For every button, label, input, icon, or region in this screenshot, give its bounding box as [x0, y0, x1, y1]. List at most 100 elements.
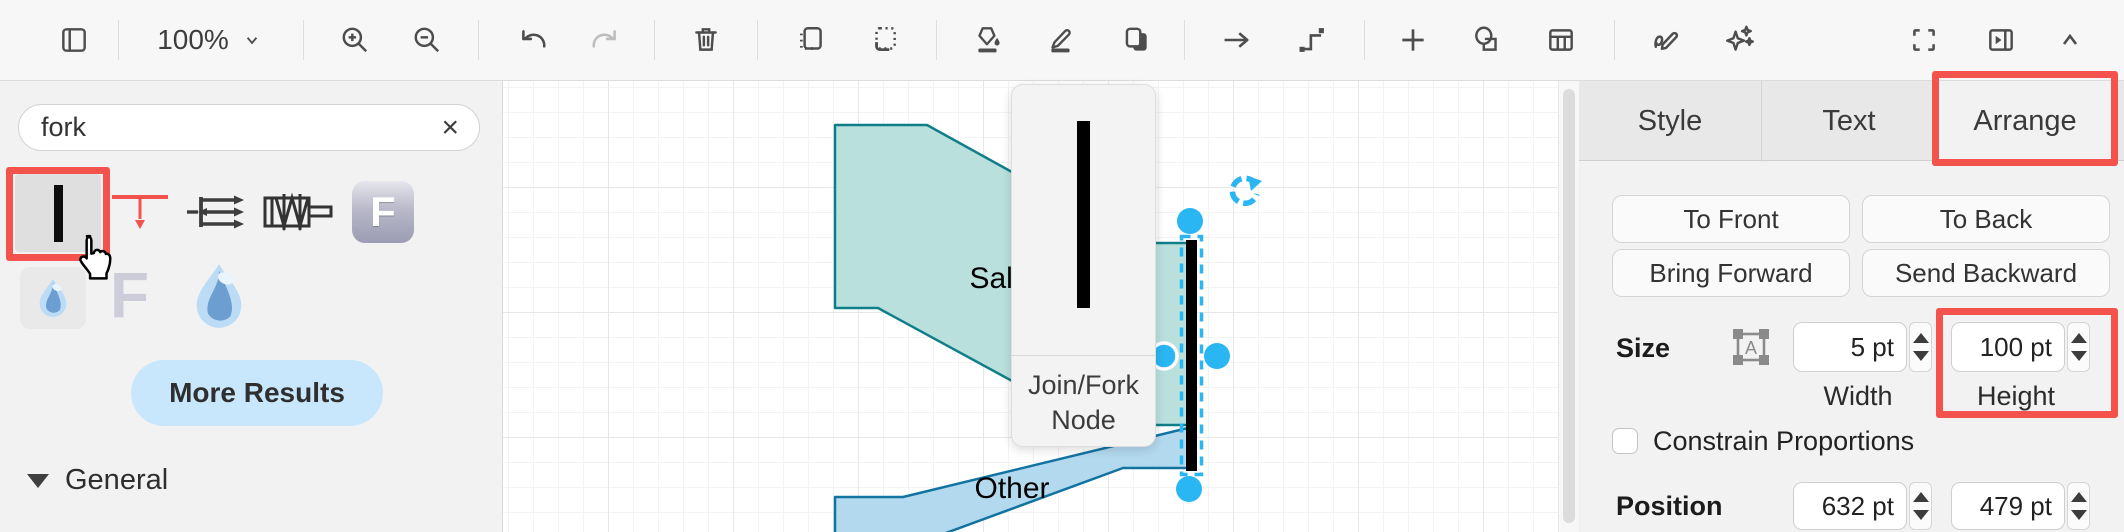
width-field [1793, 322, 1907, 372]
fullscreen-button[interactable] [1902, 18, 1946, 62]
zoom-out-icon [414, 27, 440, 53]
general-section-label: General [65, 464, 169, 496]
arrow-right-icon [1224, 32, 1249, 48]
position-y-input[interactable] [1952, 483, 2064, 529]
resize-handle-top[interactable] [1177, 208, 1203, 234]
zoom-level-dropdown[interactable]: 100% [140, 18, 280, 62]
chevron-down-icon [246, 37, 257, 45]
tab-style[interactable]: Style [1579, 81, 1762, 161]
redo-button[interactable] [583, 18, 627, 62]
stepper-down-icon[interactable] [1912, 510, 1929, 520]
shape-search-input[interactable] [41, 112, 438, 143]
to-back-button[interactable]: To Back [1862, 195, 2110, 243]
format-panel-icon [1989, 29, 2013, 51]
tab-text[interactable]: Text [1762, 81, 1937, 161]
hand-cursor-icon [79, 234, 112, 280]
stepper-up-icon[interactable] [1912, 333, 1929, 343]
paste-style-button[interactable] [862, 18, 906, 62]
shape-result-fork-arrows[interactable] [186, 193, 252, 231]
resize-handle-bottom[interactable] [1176, 476, 1202, 502]
zoom-in-icon [342, 27, 368, 53]
undo-icon [522, 30, 546, 48]
position-y-stepper[interactable] [2067, 482, 2090, 530]
collapse-toolbar-button[interactable] [2048, 18, 2092, 62]
toolbar: 100% [0, 0, 2124, 81]
more-results-button[interactable]: More Results [131, 360, 383, 426]
triangle-down-icon [27, 473, 49, 488]
stepper-down-icon[interactable] [2070, 510, 2087, 520]
shape-preview-title: Join/Fork Node [1027, 370, 1140, 435]
format-panel-toggle-button[interactable] [1979, 18, 2023, 62]
width-stepper[interactable] [1909, 322, 1932, 372]
shape-search-box[interactable]: × [18, 104, 480, 151]
position-x-input[interactable] [1794, 483, 1906, 529]
shadow-icon [1125, 27, 1147, 51]
shape-result-drop-large[interactable] [186, 261, 252, 331]
join-fork-node-shape[interactable] [1186, 240, 1197, 471]
rotate-handle[interactable] [1229, 175, 1262, 206]
other-flow-shape[interactable] [833, 425, 1194, 532]
height-input[interactable] [1952, 323, 2064, 371]
position-x-stepper[interactable] [1909, 482, 1932, 530]
stepper-up-icon[interactable] [2070, 333, 2087, 343]
shape-result-fork-red[interactable] [112, 191, 170, 233]
shape-result-f-outline[interactable]: F [110, 263, 149, 327]
format-panel: Style Text Arrange To Front To Back Brin… [1579, 71, 2124, 532]
constrain-proportions-label: Constrain Proportions [1653, 426, 1915, 456]
toolbar-divider [757, 20, 758, 60]
search-clear-icon[interactable]: × [441, 110, 459, 144]
toolbar-divider [1614, 20, 1615, 60]
zoom-in-button[interactable] [333, 18, 377, 62]
to-front-button[interactable]: To Front [1612, 195, 1850, 243]
resize-handle-right[interactable] [1204, 343, 1230, 369]
stepper-up-icon[interactable] [1912, 492, 1929, 502]
elbow-connector-icon [1299, 28, 1324, 52]
height-field [1951, 322, 2065, 372]
position-label: Position [1616, 491, 1723, 521]
tab-arrange[interactable]: Arrange [1937, 81, 2113, 162]
shadow-button[interactable] [1114, 18, 1158, 62]
width-axis-label: Width [1823, 381, 1893, 411]
plus-icon [1402, 29, 1424, 51]
bring-forward-button[interactable]: Bring Forward [1612, 249, 1850, 297]
undo-button[interactable] [511, 18, 555, 62]
toolbar-divider [654, 20, 655, 60]
diagram-canvas[interactable]: Salary Other Join/Fork Node [503, 81, 1558, 532]
send-backward-button[interactable]: Send Backward [1862, 249, 2110, 297]
insert-button[interactable] [1391, 18, 1435, 62]
toolbar-divider [478, 20, 479, 60]
width-input[interactable] [1794, 323, 1906, 371]
scrollbar-thumb[interactable] [1563, 89, 1575, 523]
sparkles-icon [1726, 25, 1754, 51]
toolbar-divider [1184, 20, 1185, 60]
shape-result-pneumatic[interactable] [262, 189, 334, 235]
copy-button[interactable] [789, 18, 833, 62]
autosize-icon[interactable]: A [1729, 325, 1773, 369]
zoom-out-button[interactable] [405, 18, 449, 62]
shape-result-drop-small[interactable] [20, 267, 86, 329]
join-fork-node-icon [53, 184, 63, 242]
fill-color-icon [978, 27, 1000, 53]
shape-result-f-framework[interactable]: F [352, 181, 414, 243]
chevron-up-icon [2062, 33, 2078, 45]
toolbar-divider [1364, 20, 1365, 60]
toggle-shapes-panel-button[interactable] [52, 18, 96, 62]
fill-color-button[interactable] [966, 18, 1010, 62]
stepper-up-icon[interactable] [2070, 492, 2087, 502]
canvas-vertical-scrollbar[interactable] [1558, 81, 1579, 532]
insert-edge-button[interactable] [1215, 18, 1259, 62]
height-stepper[interactable] [2067, 322, 2090, 372]
edit-style-button[interactable] [1039, 18, 1083, 62]
constrain-proportions-checkbox[interactable] [1612, 428, 1638, 454]
ai-sparkles-button[interactable] [1716, 18, 1760, 62]
stepper-down-icon[interactable] [1912, 351, 1929, 361]
freehand-button[interactable] [1644, 18, 1688, 62]
general-section-header[interactable]: General [27, 464, 168, 497]
stepper-down-icon[interactable] [2070, 351, 2087, 361]
delete-button[interactable] [684, 18, 728, 62]
insert-connector-button[interactable] [1290, 18, 1334, 62]
insert-table-button[interactable] [1539, 18, 1583, 62]
insert-shape-button[interactable] [1465, 18, 1509, 62]
shapes-panel: × [0, 81, 503, 532]
shape-icon [1475, 26, 1497, 51]
